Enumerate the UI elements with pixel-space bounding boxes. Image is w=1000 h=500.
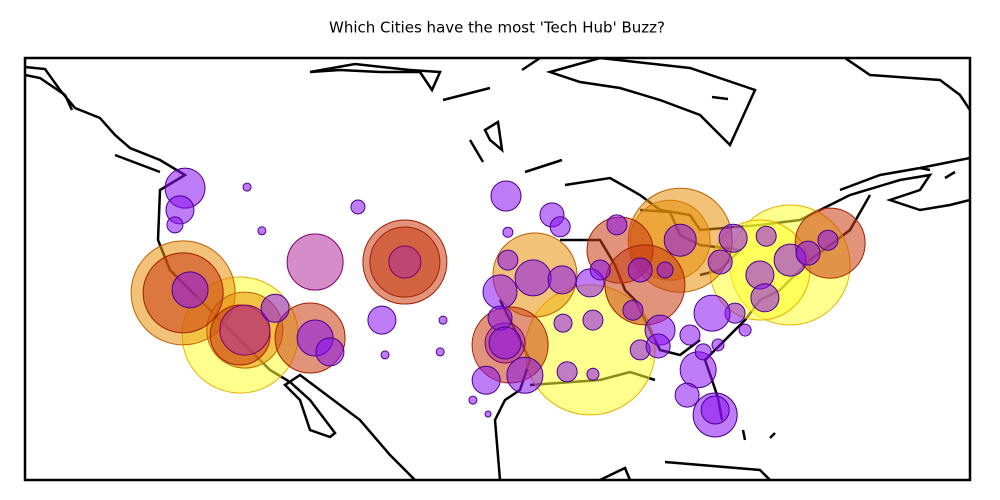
city-bubble (755, 225, 777, 247)
city-bubble (260, 293, 290, 323)
city-bubble (556, 361, 578, 383)
city-bubble (589, 259, 611, 281)
city-bubble (718, 223, 748, 253)
city-bubble (497, 249, 519, 271)
city-bubble (817, 229, 839, 251)
city-bubble (490, 180, 522, 212)
coastline (25, 73, 74, 111)
coastline (309, 62, 442, 93)
city-bubble (242, 182, 252, 192)
city-bubble (606, 214, 628, 236)
city-bubble (604, 244, 686, 326)
city-bubble (693, 294, 731, 332)
city-bubble (367, 305, 397, 335)
coastline (844, 58, 970, 111)
city-bubble (707, 249, 733, 275)
city-bubble (795, 240, 821, 266)
coastline (114, 153, 161, 174)
city-bubble (219, 304, 271, 356)
city-bubble (694, 343, 712, 361)
city-bubble (674, 382, 700, 408)
city-bubble (582, 309, 604, 331)
coastline (711, 95, 729, 101)
city-bubble (679, 324, 701, 346)
city-bubble (380, 350, 390, 360)
chart-title: Which Cities have the most 'Tech Hub' Bu… (329, 19, 665, 37)
city-bubble (547, 265, 577, 295)
city-bubble (166, 216, 184, 234)
city-bubble (700, 395, 730, 425)
city-bubble (286, 233, 344, 291)
city-bubble (656, 261, 674, 279)
coastline (442, 86, 491, 102)
city-bubble (488, 326, 522, 360)
city-bubble (502, 226, 514, 238)
city-bubble (388, 245, 422, 279)
city-bubble (438, 315, 448, 325)
city-bubble (663, 223, 697, 257)
coastline (468, 139, 485, 163)
coastline (521, 58, 757, 148)
city-bubble (435, 347, 445, 357)
city-bubble (738, 323, 752, 337)
coastline (524, 158, 563, 174)
coastline (839, 156, 970, 192)
city-bubble (553, 313, 573, 333)
coastline (483, 119, 504, 154)
city-bubble (482, 274, 518, 310)
city-bubble (315, 337, 345, 367)
coastline (599, 460, 771, 480)
bubble-layer (130, 167, 866, 438)
city-bubble (622, 299, 644, 321)
city-bubble (750, 283, 780, 313)
city-bubble (471, 365, 501, 395)
city-bubble (711, 338, 725, 352)
city-bubble (514, 259, 552, 297)
city-bubble (487, 305, 513, 331)
coastline (741, 166, 956, 441)
city-bubble (549, 216, 571, 238)
map-frame (23, 56, 972, 482)
city-bubble (484, 410, 492, 418)
city-bubble (506, 356, 544, 394)
city-bubble (627, 257, 653, 283)
city-bubble (586, 367, 600, 381)
city-bubble (350, 199, 366, 215)
city-bubble (468, 395, 478, 405)
city-bubble (257, 226, 267, 236)
city-bubble (645, 333, 671, 359)
city-bubble (171, 271, 209, 309)
